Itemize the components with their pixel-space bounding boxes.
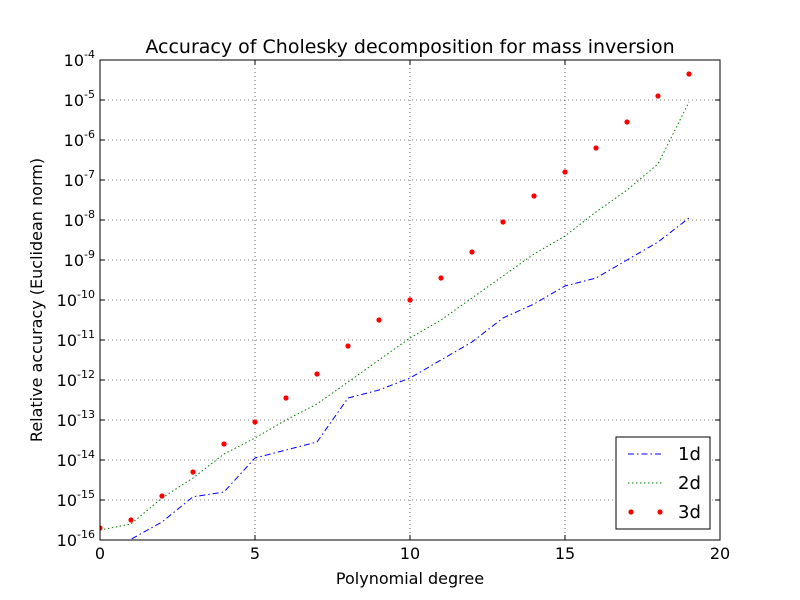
legend-entry-1d: 1d [628,444,701,465]
legend: 1d 2d 3d [615,436,711,530]
data-point-3d [128,517,134,523]
data-point-3d [376,317,382,323]
y-tick-exponent: -6 [84,128,95,141]
y-tick-label: 10-5 [64,88,95,110]
y-tick-base: 10 [57,531,77,550]
data-point-3d [500,219,506,225]
data-point-3d [100,525,103,531]
line-2d [100,101,690,531]
x-tick-label: 5 [250,544,260,563]
y-tick-exponent: -5 [84,88,95,101]
y-tick-label: 10-13 [57,408,95,430]
y-tick-exponent: -9 [84,248,95,261]
y-tick-label: 10-15 [57,488,95,510]
x-tick-label: 20 [710,544,730,563]
data-point-3d [407,297,413,303]
y-tick-base: 10 [57,491,77,510]
series-3d [100,71,692,531]
x-tick-labels: 0 5 10 15 20 [95,544,730,563]
y-tick-base: 10 [64,131,84,150]
data-point-3d [531,193,537,199]
data-point-3d [624,119,630,125]
series-2d [100,101,690,531]
legend-label: 2d [678,473,701,494]
series-layer [100,71,692,540]
y-tick-exponent: -16 [77,528,95,541]
y-tick-base: 10 [64,91,84,110]
y-tick-exponent: -8 [84,208,95,221]
line-1d [129,217,690,540]
y-tick-base: 10 [57,291,77,310]
chart-title: Accuracy of Cholesky decomposition for m… [145,36,674,58]
data-point-3d [655,93,661,99]
y-tick-exponent: -13 [77,408,95,421]
legend-label: 1d [678,444,701,465]
y-tick-labels: 10-1610-1510-1410-1310-1210-1110-1010-91… [57,48,95,550]
legend-label: 3d [678,502,701,523]
y-tick-base: 10 [64,171,84,190]
data-point-3d [562,169,568,175]
y-tick-exponent: -4 [84,48,95,61]
y-tick-exponent: -11 [77,328,95,341]
y-tick-base: 10 [57,451,77,470]
x-axis-label: Polynomial degree [336,569,484,588]
legend-entry-2d: 2d [628,473,701,494]
y-tick-label: 10-12 [57,368,95,390]
legend-marker [657,509,663,515]
axis-ticks [99,59,721,541]
x-tick-label: 15 [555,544,575,563]
data-point-3d [345,343,351,349]
y-tick-base: 10 [64,51,84,70]
data-point-3d [221,441,227,447]
data-point-3d [686,71,692,77]
y-tick-label: 10-9 [64,248,95,270]
y-tick-label: 10-10 [57,288,95,310]
data-point-3d [283,395,289,401]
y-tick-base: 10 [57,411,77,430]
y-tick-label: 10-14 [57,448,95,470]
y-tick-exponent: -12 [77,368,95,381]
y-tick-exponent: -14 [77,448,95,461]
legend-marker [628,509,634,515]
y-tick-base: 10 [57,371,77,390]
y-tick-label: 10-8 [64,208,95,230]
data-point-3d [469,249,475,255]
y-tick-label: 10-7 [64,168,95,190]
y-tick-label: 10-6 [64,128,95,150]
y-tick-label: 10-11 [57,328,95,350]
data-point-3d [438,275,444,281]
y-tick-exponent: -10 [77,288,95,301]
legend-entry-3d: 3d [628,502,701,523]
data-point-3d [314,371,320,377]
x-tick-label: 10 [400,544,420,563]
series-1d [129,217,690,540]
y-tick-exponent: -15 [77,488,95,501]
data-point-3d [593,145,599,151]
y-tick-label: 10-16 [57,528,95,550]
data-point-3d [159,493,165,499]
x-tick-label: 0 [95,544,105,563]
y-tick-base: 10 [57,331,77,350]
y-tick-base: 10 [64,211,84,230]
data-point-3d [252,419,258,425]
data-point-3d [190,469,196,475]
y-tick-base: 10 [64,251,84,270]
y-axis-label: Relative accuracy (Euclidean norm) [27,158,46,442]
y-tick-label: 10-4 [64,48,95,70]
y-tick-exponent: -7 [84,168,95,181]
